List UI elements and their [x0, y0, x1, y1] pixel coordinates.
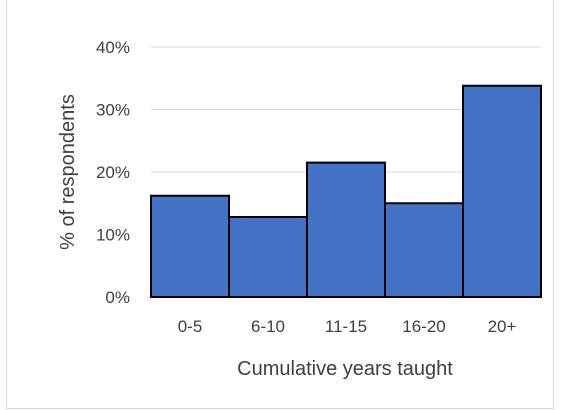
bar-6-10 — [228, 216, 308, 298]
y-tick-label: 20% — [96, 163, 130, 182]
x-tick-label: 20+ — [488, 317, 517, 336]
bar-0-5 — [150, 194, 230, 298]
y-axis-title: % of respondents — [57, 94, 79, 250]
x-tick-label: 6-10 — [251, 317, 285, 336]
bar-20+ — [462, 84, 542, 298]
x-axis-title: Cumulative years taught — [237, 358, 453, 380]
bars — [150, 84, 542, 298]
bar-16-20 — [384, 202, 464, 298]
y-axis-tick-labels: 0% 10% 20% 30% 40% — [96, 38, 130, 307]
y-tick-label: 10% — [96, 226, 130, 245]
x-tick-label: 16-20 — [402, 317, 445, 336]
x-tick-label: 11-15 — [325, 317, 367, 336]
y-tick-label: 30% — [96, 101, 130, 120]
bar-11-15 — [306, 161, 386, 298]
y-tick-label: 0% — [105, 288, 130, 307]
x-axis-tick-labels: 0-5 6-10 11-15 16-20 20+ — [178, 317, 517, 336]
y-tick-label: 40% — [96, 38, 130, 57]
x-tick-label: 0-5 — [178, 317, 203, 336]
